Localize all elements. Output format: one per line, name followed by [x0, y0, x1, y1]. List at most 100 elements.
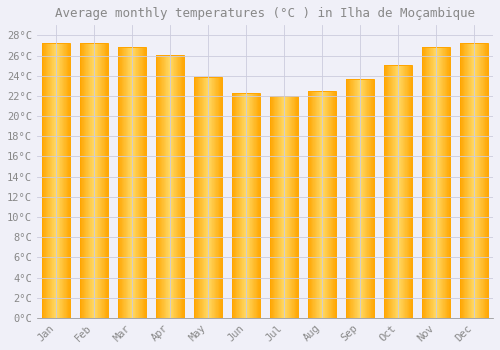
Bar — [240, 93, 241, 318]
Bar — [437, 48, 438, 318]
Bar — [485, 43, 486, 318]
Bar — [434, 48, 435, 318]
Bar — [250, 93, 251, 318]
Bar — [448, 48, 449, 318]
Bar — [351, 79, 352, 318]
Bar — [99, 43, 100, 318]
Bar — [405, 65, 406, 318]
Bar — [289, 96, 290, 318]
Bar — [130, 48, 132, 318]
Bar — [98, 43, 99, 318]
Bar — [482, 43, 483, 318]
Bar — [328, 91, 329, 318]
Bar — [245, 93, 246, 318]
Bar — [243, 93, 244, 318]
Bar — [308, 91, 309, 318]
Bar — [393, 65, 394, 318]
Bar — [472, 43, 473, 318]
Bar — [348, 79, 349, 318]
Bar — [48, 43, 49, 318]
Bar — [330, 91, 331, 318]
Bar — [397, 65, 398, 318]
Bar — [272, 96, 273, 318]
Bar — [46, 43, 48, 318]
Bar — [59, 43, 60, 318]
Bar — [352, 79, 353, 318]
Bar — [206, 77, 207, 318]
Bar — [103, 43, 104, 318]
Bar — [159, 55, 160, 318]
Bar — [312, 91, 313, 318]
Bar — [424, 48, 425, 318]
Bar — [438, 48, 439, 318]
Bar — [425, 48, 426, 318]
Bar — [277, 96, 278, 318]
Bar — [398, 65, 399, 318]
Bar — [280, 96, 281, 318]
Bar — [446, 48, 447, 318]
Bar — [323, 91, 324, 318]
Bar — [460, 43, 461, 318]
Bar — [170, 55, 171, 318]
Bar — [318, 91, 319, 318]
Bar — [386, 65, 387, 318]
Bar — [428, 48, 429, 318]
Bar — [484, 43, 485, 318]
Bar — [45, 43, 46, 318]
Bar — [66, 43, 67, 318]
Bar — [346, 79, 374, 318]
Bar — [62, 43, 63, 318]
Bar — [354, 79, 355, 318]
Bar — [44, 43, 45, 318]
Bar — [292, 96, 293, 318]
Bar — [439, 48, 440, 318]
Bar — [232, 93, 233, 318]
Bar — [372, 79, 373, 318]
Bar — [276, 96, 277, 318]
Bar — [423, 48, 424, 318]
Bar — [52, 43, 53, 318]
Bar — [137, 48, 138, 318]
Bar — [57, 43, 58, 318]
Bar — [121, 48, 122, 318]
Bar — [279, 96, 280, 318]
Bar — [258, 93, 259, 318]
Bar — [466, 43, 467, 318]
Bar — [327, 91, 328, 318]
Bar — [313, 91, 314, 318]
Bar — [294, 96, 295, 318]
Bar — [194, 77, 195, 318]
Bar — [259, 93, 260, 318]
Bar — [209, 77, 210, 318]
Bar — [368, 79, 369, 318]
Bar — [319, 91, 320, 318]
Bar — [160, 55, 161, 318]
Bar — [271, 96, 272, 318]
Bar — [235, 93, 236, 318]
Bar — [252, 93, 253, 318]
Bar — [120, 48, 121, 318]
Bar — [161, 55, 162, 318]
Bar — [65, 43, 66, 318]
Bar — [444, 48, 445, 318]
Bar — [441, 48, 442, 318]
Bar — [392, 65, 393, 318]
Bar — [410, 65, 411, 318]
Bar — [473, 43, 474, 318]
Bar — [326, 91, 327, 318]
Bar — [107, 43, 108, 318]
Bar — [244, 93, 245, 318]
Bar — [118, 48, 120, 318]
Bar — [84, 43, 86, 318]
Bar — [178, 55, 179, 318]
Bar — [463, 43, 464, 318]
Bar — [196, 77, 197, 318]
Bar — [256, 93, 257, 318]
Bar — [142, 48, 144, 318]
Bar — [447, 48, 448, 318]
Bar — [164, 55, 166, 318]
Bar — [462, 43, 463, 318]
Bar — [238, 93, 239, 318]
Bar — [408, 65, 409, 318]
Bar — [124, 48, 125, 318]
